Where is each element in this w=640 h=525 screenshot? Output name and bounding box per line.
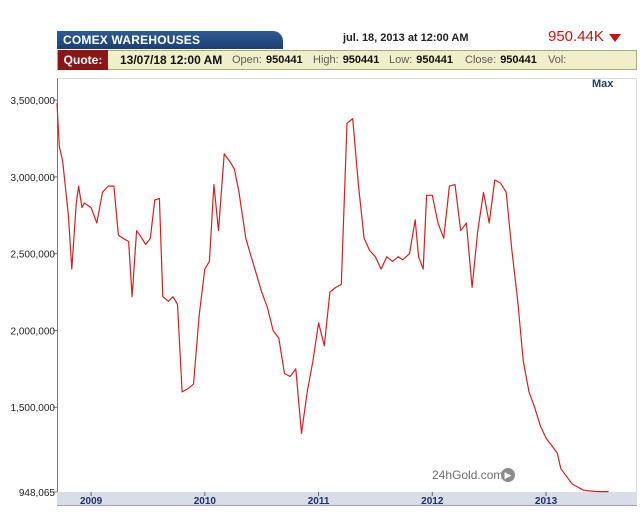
quote-close: Close: 950441 (465, 54, 537, 66)
x-tick-label: 2013 (535, 496, 558, 507)
low-label: Low: (389, 54, 413, 66)
x-tick-label: 2009 (80, 496, 103, 507)
quote-bar: Quote: 13/07/18 12:00 AM Open: 950441 Hig… (57, 50, 637, 70)
quote-tag: Quote: (58, 50, 108, 70)
y-tick-label: 2,000,000 (11, 326, 56, 337)
watermark-text: 24hGold.com (432, 468, 504, 482)
y-tick-label: 948,065 (19, 488, 56, 499)
y-tick-label: 3,000,000 (11, 173, 56, 184)
close-value: 950441 (500, 54, 537, 66)
low-value: 950441 (416, 54, 453, 66)
x-tick-label: 2012 (421, 496, 444, 507)
max-range-button[interactable]: Max (592, 78, 614, 90)
quote-date: 13/07/18 12:00 AM (120, 53, 223, 67)
vol-label: Vol: (548, 54, 567, 66)
series-line (56, 103, 609, 493)
plot-area[interactable] (57, 78, 637, 492)
high-label: High: (313, 54, 339, 66)
quote-datetime: jul. 18, 2013 at 12:00 AM (343, 32, 469, 44)
y-tick-label: 2,500,000 (11, 250, 56, 261)
x-tick-label: 2011 (308, 496, 330, 507)
high-value: 950441 (342, 54, 380, 66)
open-value: 950441 (265, 54, 303, 66)
quote-high: High: 950441 (313, 54, 379, 66)
y-tick-label: 3,500,000 (11, 96, 56, 107)
x-axis-bar (57, 492, 637, 506)
play-icon: ▶ (501, 468, 515, 482)
x-tick-label: 2010 (194, 496, 217, 507)
close-label: Close: (465, 54, 497, 66)
quote-low: Low: 950441 (389, 54, 453, 66)
y-tick-label: 1,500,000 (11, 403, 56, 414)
down-arrow-icon (609, 34, 621, 42)
open-label: Open: (232, 54, 262, 66)
quote-open: Open: 950441 (232, 54, 303, 66)
current-price: 950.44K (548, 28, 604, 45)
quote-vol: Vol: (548, 54, 570, 66)
